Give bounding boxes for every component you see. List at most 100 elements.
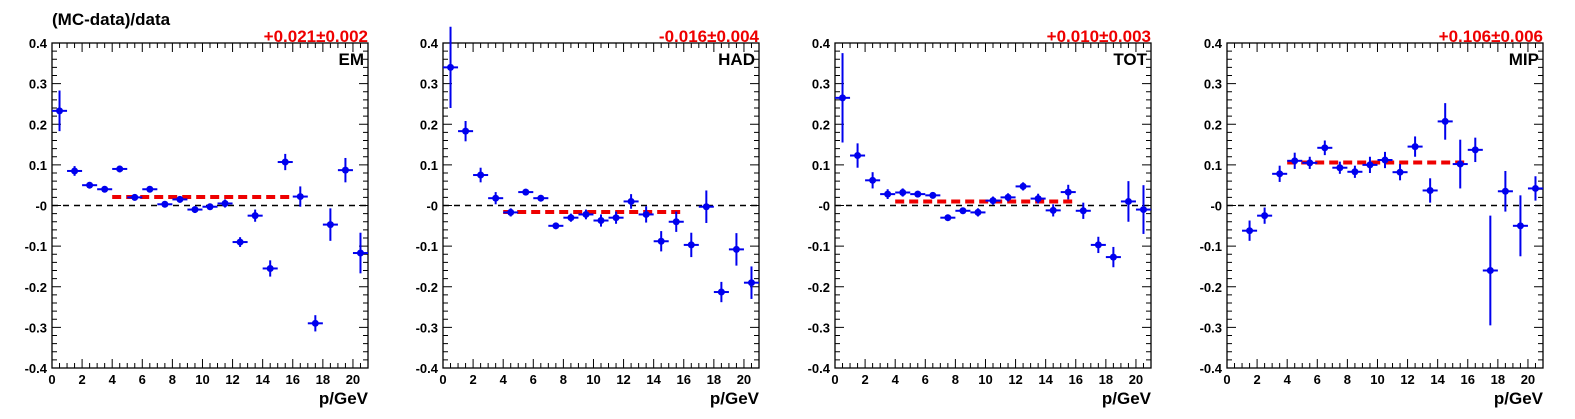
marker xyxy=(356,249,364,257)
data-point xyxy=(1527,176,1543,201)
x-tick-label: 2 xyxy=(1253,372,1260,387)
y-tick-label: -0 xyxy=(35,199,47,214)
y-tick-label: 0.1 xyxy=(812,158,830,173)
data-point xyxy=(97,185,113,193)
marker xyxy=(884,190,892,198)
fit-result-text: +0.021±0.002 xyxy=(264,27,368,46)
marker xyxy=(492,194,500,202)
data-point xyxy=(1302,156,1318,169)
data-point xyxy=(1377,151,1393,169)
panel-label: MIP xyxy=(1509,50,1539,69)
marker xyxy=(1034,195,1042,203)
marker xyxy=(176,195,184,203)
marker xyxy=(522,188,530,196)
data-point xyxy=(1257,207,1273,224)
panel-had: -0.4 -0.3 -0.2 -0.1 -0 0.1 0.2 0.3 0.4 0 2 4 6 8 10 12 1… xyxy=(416,26,760,408)
marker xyxy=(326,221,334,229)
x-tick-label: 20 xyxy=(737,372,751,387)
y-tick-label: -0.3 xyxy=(1200,320,1222,335)
x-tick-label: 8 xyxy=(952,372,959,387)
y-tick-label: -0.3 xyxy=(25,320,47,335)
y-tick-label: 0.2 xyxy=(420,117,438,132)
x-tick-label: 20 xyxy=(1521,372,1535,387)
marker xyxy=(1019,182,1027,190)
x-tick-label: 10 xyxy=(978,372,992,387)
marker xyxy=(1381,156,1389,164)
y-tick-label: 0.4 xyxy=(812,36,831,51)
marker xyxy=(854,152,862,160)
y-tick-label: -0.1 xyxy=(25,239,47,254)
marker xyxy=(101,185,109,193)
x-tick-label: 4 xyxy=(892,372,900,387)
data-point xyxy=(623,194,639,209)
y-tick-label: -0.3 xyxy=(808,320,830,335)
data-point xyxy=(1242,220,1258,241)
data-point xyxy=(1045,204,1061,217)
x-tick-label: 4 xyxy=(500,372,508,387)
x-tick-label: 2 xyxy=(861,372,868,387)
marker xyxy=(71,167,79,175)
marker xyxy=(1411,143,1419,151)
marker xyxy=(131,193,139,201)
y-tick-label: -0.1 xyxy=(416,239,438,254)
data-point xyxy=(458,121,474,142)
x-tick-label: 6 xyxy=(530,372,537,387)
data-point xyxy=(1497,170,1513,212)
data-point xyxy=(1000,193,1016,202)
y-tick-label: -0 xyxy=(426,199,438,214)
x-tick-label: 6 xyxy=(1314,372,1321,387)
data-point xyxy=(352,232,368,274)
x-tick-label: 2 xyxy=(78,372,85,387)
marker xyxy=(1396,168,1404,176)
marker xyxy=(732,245,740,253)
marker xyxy=(974,208,982,216)
data-point xyxy=(1467,137,1483,163)
marker xyxy=(1261,212,1269,220)
data-point xyxy=(653,231,669,252)
marker xyxy=(236,238,244,246)
data-point xyxy=(1332,161,1348,174)
y-tick-label: -0.4 xyxy=(808,361,831,376)
data-point xyxy=(292,186,308,207)
x-tick-label: 14 xyxy=(255,372,270,387)
data-point xyxy=(1105,246,1121,268)
marker xyxy=(281,158,289,166)
x-tick-label: 0 xyxy=(831,372,838,387)
y-tick-label: 0.4 xyxy=(420,36,439,51)
marker xyxy=(462,127,470,135)
fit-result-text: +0.106±0.006 xyxy=(1439,27,1543,46)
x-tick-label: 16 xyxy=(1069,372,1083,387)
data-point xyxy=(1287,152,1303,169)
marker xyxy=(959,207,967,215)
x-axis-label: p/GeV xyxy=(1102,389,1152,408)
data-point xyxy=(548,222,564,230)
data-point xyxy=(322,208,338,241)
data-point xyxy=(262,260,278,277)
marker xyxy=(1109,253,1117,261)
x-tick-label: 2 xyxy=(469,372,476,387)
x-tick-label: 10 xyxy=(586,372,600,387)
data-point xyxy=(443,26,459,108)
marker xyxy=(251,212,259,220)
data-point xyxy=(1347,165,1363,178)
data-point xyxy=(172,195,188,203)
x-tick-label: 16 xyxy=(1461,372,1475,387)
x-tick-label: 6 xyxy=(922,372,929,387)
data-point xyxy=(638,206,654,223)
x-tick-label: 8 xyxy=(169,372,176,387)
panel-em: -0.4 -0.3 -0.2 -0.1 -0 0.1 0.2 0.3 0.4 0 2 4 6 8 10 12 1… xyxy=(25,27,369,408)
x-axis-label: p/GeV xyxy=(1494,389,1544,408)
x-tick-label: 20 xyxy=(346,372,360,387)
data-point xyxy=(1015,182,1031,191)
marker xyxy=(567,214,575,222)
x-tick-label: 16 xyxy=(677,372,691,387)
x-tick-label: 0 xyxy=(439,372,446,387)
x-tick-label: 10 xyxy=(195,372,209,387)
marker xyxy=(552,222,560,230)
data-point xyxy=(985,196,1001,205)
data-point xyxy=(202,203,218,211)
data-point xyxy=(82,181,98,189)
y-tick-label: 0.1 xyxy=(29,158,47,173)
marker xyxy=(1321,144,1329,152)
